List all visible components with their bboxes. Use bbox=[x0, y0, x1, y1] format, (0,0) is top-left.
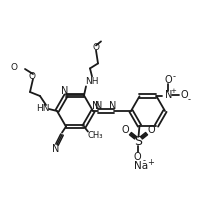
Text: HN: HN bbox=[36, 104, 50, 112]
Text: N: N bbox=[164, 90, 171, 100]
Text: N: N bbox=[95, 101, 102, 111]
Text: O: O bbox=[121, 125, 129, 135]
Text: O: O bbox=[133, 152, 141, 162]
Text: -: - bbox=[172, 72, 175, 81]
Text: N: N bbox=[52, 144, 59, 154]
Text: N: N bbox=[92, 101, 99, 111]
Text: N: N bbox=[61, 87, 68, 96]
Text: +: + bbox=[170, 88, 176, 94]
Text: N: N bbox=[109, 101, 116, 111]
Text: O: O bbox=[92, 43, 99, 52]
Text: Na: Na bbox=[134, 161, 148, 171]
Text: O: O bbox=[10, 62, 17, 72]
Text: O: O bbox=[164, 75, 171, 85]
Text: O: O bbox=[147, 125, 155, 135]
Text: -: - bbox=[187, 95, 190, 104]
Text: S: S bbox=[134, 135, 142, 148]
Text: +: + bbox=[146, 158, 153, 167]
Text: O: O bbox=[180, 90, 187, 100]
Text: -: - bbox=[142, 156, 145, 165]
Text: NH: NH bbox=[85, 77, 98, 86]
Text: O: O bbox=[28, 72, 35, 81]
Text: CH₃: CH₃ bbox=[87, 131, 102, 140]
